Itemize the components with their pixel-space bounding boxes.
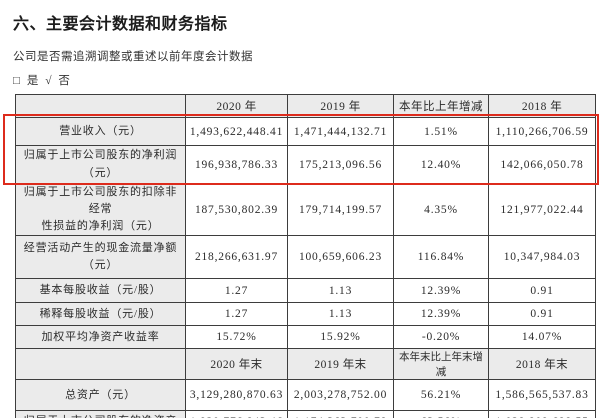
header-cell-2018-eoy: 2018 年末 <box>488 348 596 381</box>
header-cell-2020-eoy: 2020 年末 <box>185 348 288 381</box>
restatement-question: 公司是否需追溯调整或重述以前年度会计数据 <box>13 51 253 63</box>
value-cell: 1,586,565,537.83 <box>488 379 596 412</box>
value-cell: 1,493,622,448.41 <box>185 117 288 146</box>
row-label-cell: 总资产（元） <box>15 379 186 412</box>
table-header-annual: 2020 年 2019 年 本年比上年增减 2018 年 <box>15 94 596 118</box>
value-cell: 1.27 <box>185 302 288 327</box>
value-cell: 100,659,606.23 <box>287 235 394 280</box>
header-cell-change: 本年比上年增减 <box>393 94 489 118</box>
header-cell-2020: 2020 年 <box>185 94 288 118</box>
value-cell: 116.84% <box>393 235 489 280</box>
row-label-cell: 加权平均净资产收益率 <box>15 325 186 350</box>
row-label-cell: 基本每股收益（元/股） <box>15 278 186 304</box>
table-row-net-assets: 归属于上市公司股东的净资产 1,920,776,843.46 1,174,363… <box>15 410 596 418</box>
row-label-cell: 营业收入（元） <box>15 117 186 146</box>
value-cell: 196,938,786.33 <box>185 145 288 184</box>
table-row-diluted-eps: 稀释每股收益（元/股） 1.27 1.13 12.39% 0.91 <box>15 302 596 327</box>
value-cell: 1,028,809,688.55 <box>488 410 596 418</box>
table-row-net-profit-excl-nonrecurring: 归属于上市公司股东的扣除非经常 性损益的净利润（元） 187,530,802.3… <box>15 182 596 237</box>
row-label-cell: 归属于上市公司股东的扣除非经常 性损益的净利润（元） <box>15 182 186 237</box>
value-cell: 0.91 <box>488 302 596 327</box>
value-cell: 15.72% <box>185 325 288 350</box>
value-cell: 12.39% <box>393 278 489 304</box>
value-cell: 4.35% <box>393 182 489 237</box>
value-cell: 1.27 <box>185 278 288 304</box>
table-row-net-profit: 归属于上市公司股东的净利润 （元） 196,938,786.33 175,213… <box>15 145 596 184</box>
value-cell: 12.39% <box>393 302 489 327</box>
header-cell-change-eoy: 本年末比上年末增减 <box>393 348 489 381</box>
table-row-operating-cash-flow: 经营活动产生的现金流量净额 （元） 218,266,631.97 100,659… <box>15 235 596 280</box>
header-cell-blank <box>15 348 186 381</box>
table-row-basic-eps: 基本每股收益（元/股） 1.27 1.13 12.39% 0.91 <box>15 278 596 304</box>
table-row-revenue: 营业收入（元） 1,493,622,448.41 1,471,444,132.7… <box>15 117 596 146</box>
value-cell: 218,266,631.97 <box>185 235 288 280</box>
value-cell: 0.91 <box>488 278 596 304</box>
value-cell: 15.92% <box>287 325 394 350</box>
table-row-weighted-avg-roe: 加权平均净资产收益率 15.72% 15.92% -0.20% 14.07% <box>15 325 596 350</box>
value-cell: 175,213,096.56 <box>287 145 394 184</box>
restatement-answer: □ 是 √ 否 <box>13 75 72 87</box>
table-header-end-of-year: 2020 年末 2019 年末 本年末比上年末增减 2018 年末 <box>15 348 596 381</box>
value-cell: 1.13 <box>287 278 394 304</box>
value-cell: 12.40% <box>393 145 489 184</box>
value-cell: 1,920,776,843.46 <box>185 410 288 418</box>
value-cell: 1,471,444,132.71 <box>287 117 394 146</box>
value-cell: 179,714,199.57 <box>287 182 394 237</box>
value-cell: 142,066,050.78 <box>488 145 596 184</box>
row-label-cell: 归属于上市公司股东的净资产 <box>15 410 186 418</box>
value-cell: 2,003,278,752.00 <box>287 379 394 412</box>
section-title: 六、主要会计数据和财务指标 <box>13 16 228 33</box>
header-cell-2019: 2019 年 <box>287 94 394 118</box>
header-cell-2018: 2018 年 <box>488 94 596 118</box>
header-cell-blank <box>15 94 186 118</box>
value-cell: 10,347,984.03 <box>488 235 596 280</box>
value-cell: 63.56% <box>393 410 489 418</box>
value-cell: 187,530,802.39 <box>185 182 288 237</box>
value-cell: 3,129,280,870.63 <box>185 379 288 412</box>
value-cell: 121,977,022.44 <box>488 182 596 237</box>
value-cell: 1.51% <box>393 117 489 146</box>
table-row-total-assets: 总资产（元） 3,129,280,870.63 2,003,278,752.00… <box>15 379 596 412</box>
value-cell: 1,110,266,706.59 <box>488 117 596 146</box>
value-cell: 14.07% <box>488 325 596 350</box>
header-cell-2019-eoy: 2019 年末 <box>287 348 394 381</box>
row-label-cell: 归属于上市公司股东的净利润 （元） <box>15 145 186 184</box>
financial-indicators-table: 2020 年 2019 年 本年比上年增减 2018 年 营业收入（元） 1,4… <box>15 94 596 418</box>
value-cell: 1,174,363,700.78 <box>287 410 394 418</box>
value-cell: 56.21% <box>393 379 489 412</box>
row-label-cell: 经营活动产生的现金流量净额 （元） <box>15 235 186 280</box>
value-cell: 1.13 <box>287 302 394 327</box>
value-cell: -0.20% <box>393 325 489 350</box>
row-label-cell: 稀释每股收益（元/股） <box>15 302 186 327</box>
